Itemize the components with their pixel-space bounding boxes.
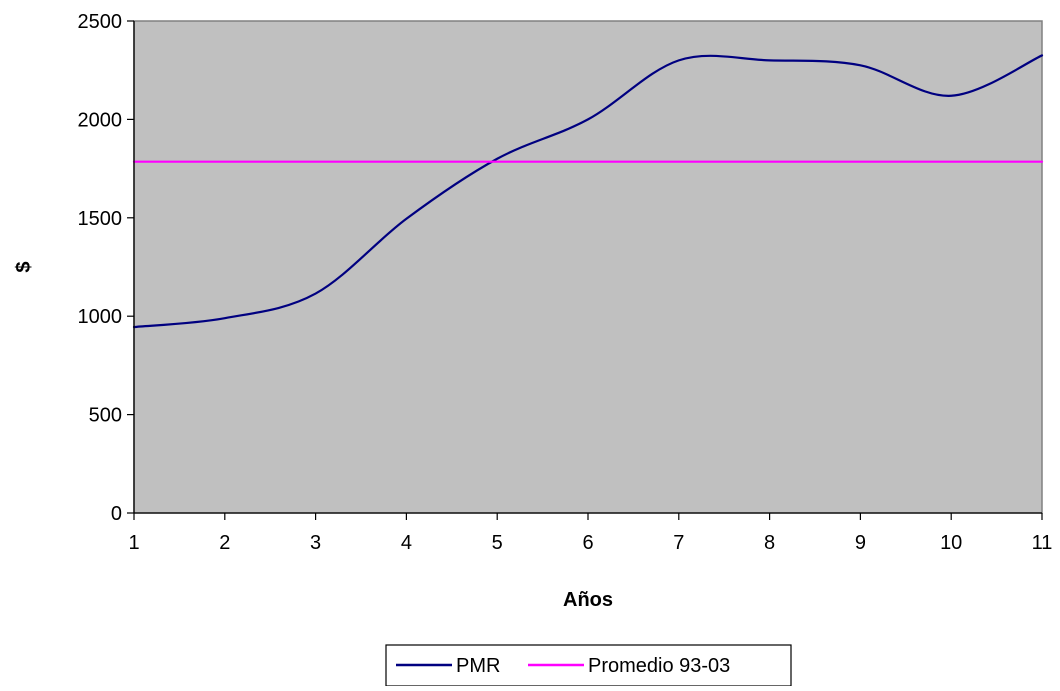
x-tick-label: 10 xyxy=(940,532,962,554)
legend: PMR Promedio 93-03 xyxy=(385,644,792,687)
x-axis-title: Años xyxy=(563,589,613,611)
x-tick-label: 5 xyxy=(492,532,503,554)
y-tick-label: 1000 xyxy=(78,306,123,328)
x-tick-label: 8 xyxy=(764,532,775,554)
x-tick-label: 2 xyxy=(219,532,230,554)
ticks-layer: 0 500 1000 1500 2000 2500 1 2 3 4 5 6 7 8 9 10 11 xyxy=(78,11,1053,554)
x-tick-label: 1 xyxy=(128,532,139,554)
y-tick-label: 500 xyxy=(89,405,122,427)
y-tick-label: 0 xyxy=(111,503,122,525)
plot-area xyxy=(133,20,1043,514)
series-layer xyxy=(132,54,1044,329)
x-tick-label: 9 xyxy=(855,532,866,554)
series-line-pmr xyxy=(132,54,1044,329)
x-tick-label: 3 xyxy=(310,532,321,554)
legend-label-promedio: Promedio 93-03 xyxy=(588,655,730,677)
y-tick-label: 2500 xyxy=(78,11,123,33)
legend-label-pmr: PMR xyxy=(456,655,500,677)
x-tick-label: 7 xyxy=(673,532,684,554)
x-tick-label: 6 xyxy=(582,532,593,554)
y-axis-title: $ xyxy=(13,261,35,272)
y-tick-label: 1500 xyxy=(78,208,123,230)
y-tick-label: 2000 xyxy=(78,109,123,131)
legend-box xyxy=(385,644,792,687)
x-tick-label: 11 xyxy=(1032,532,1053,554)
x-tick-label: 4 xyxy=(401,532,412,554)
